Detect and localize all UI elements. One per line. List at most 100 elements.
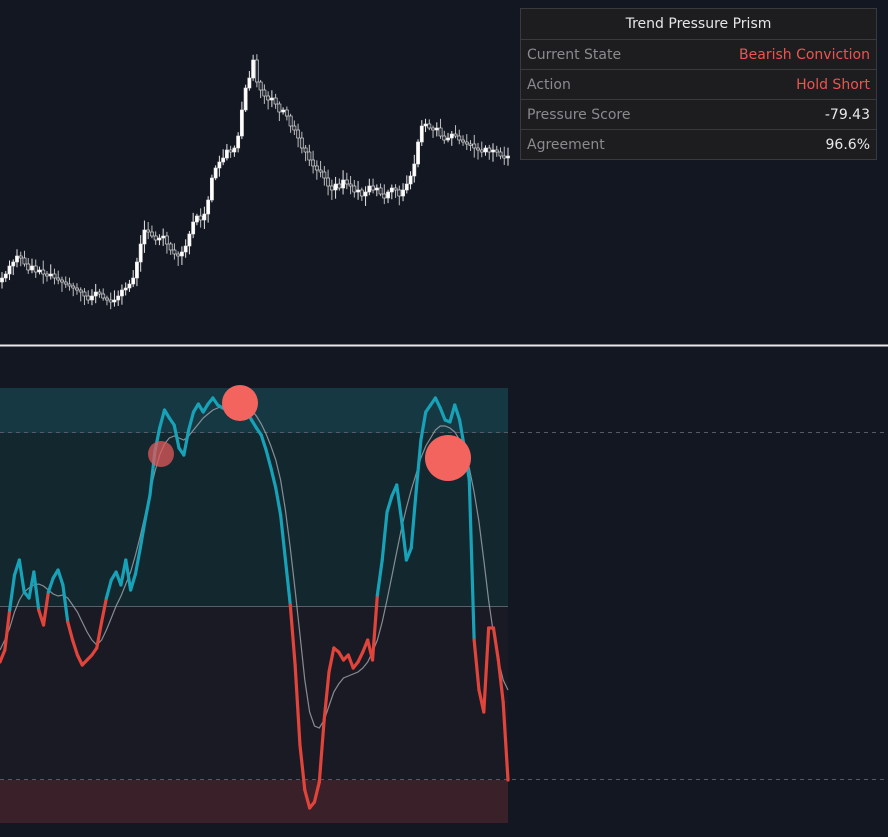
pressure-line-segment (61, 583, 70, 624)
candle-body (48, 273, 53, 277)
candle-body (41, 269, 46, 275)
pressure-line-segment (41, 590, 50, 627)
candle-body (120, 289, 124, 297)
candle-body (464, 141, 469, 145)
candle-body (326, 177, 330, 187)
pressure-line-segment (8, 573, 17, 612)
oscillator-pane[interactable] (0, 385, 888, 823)
candle-body (0, 277, 4, 283)
candle-body (146, 229, 151, 233)
table-row-state: Current State Bearish Conviction (521, 40, 876, 70)
candle-body (506, 155, 510, 159)
candle-body (150, 231, 154, 237)
pressure-line-segment (448, 403, 457, 424)
pressure-line-segment (380, 510, 389, 562)
candle-body (311, 159, 315, 167)
candle-body (191, 221, 196, 235)
candle-body (127, 283, 132, 289)
table-label: Action (527, 76, 571, 93)
pressure-line-segment (322, 670, 331, 722)
pressure-line-segment (70, 638, 80, 657)
pressure-line-segment (404, 546, 413, 562)
pressure-line-segment (75, 653, 84, 667)
candle-body (123, 287, 128, 291)
candle-body (371, 185, 375, 191)
candle-body (254, 59, 259, 83)
pressure-line-segment (288, 603, 297, 667)
candle-body (472, 143, 477, 149)
pressure-line-segment (274, 486, 283, 517)
candle-body (446, 137, 450, 141)
candle-body (273, 97, 278, 105)
candle-body (498, 151, 503, 157)
candle-body (266, 95, 271, 101)
candle-body (165, 235, 169, 245)
pressure-line-segment (370, 593, 379, 662)
pressure-line-segment (317, 718, 326, 784)
pressure-line-segment (269, 466, 278, 490)
signal-bubble-small[interactable] (148, 441, 174, 467)
trend-pressure-table: Trend Pressure Prism Current State Beari… (520, 8, 877, 160)
candle-body (378, 187, 383, 195)
candle-body (449, 133, 454, 139)
candle-body (176, 253, 181, 257)
signal-bubble-large[interactable] (425, 435, 471, 481)
candle-body (82, 291, 87, 297)
pressure-line-segment (453, 403, 462, 422)
candle-body (198, 215, 203, 221)
candle-body (3, 273, 8, 279)
candle-body (284, 109, 289, 117)
candle-body (483, 147, 488, 153)
pressure-line-segment (129, 572, 138, 592)
candle-body (438, 127, 443, 137)
candle-body (269, 97, 274, 101)
candle-body (168, 243, 173, 251)
candle-body (157, 237, 162, 241)
candle-body (33, 265, 38, 273)
signal-bubble-medium[interactable] (222, 385, 258, 421)
pressure-line-segment (419, 410, 428, 442)
candle-body (397, 189, 402, 197)
candle-body (412, 163, 417, 177)
candle-body (116, 295, 121, 301)
candle-body (153, 235, 158, 241)
candle-body (277, 103, 282, 113)
candle-body (494, 149, 499, 153)
pressure-line-segment (95, 620, 104, 650)
candle-body (487, 147, 492, 153)
bear-fill-zone (0, 606, 508, 780)
candle-body (401, 189, 405, 197)
candle-body (457, 135, 462, 141)
pressure-line-segment (399, 518, 408, 562)
pressure-line-segment (182, 428, 191, 457)
pressure-line-segment (501, 700, 510, 782)
candle-body (86, 295, 91, 301)
pressure-line-segment (124, 558, 133, 592)
candle-body (344, 179, 349, 185)
candle-body (386, 191, 390, 199)
candle-body (138, 243, 143, 263)
candle-body (78, 289, 83, 293)
candle-body (262, 89, 267, 97)
candle-body (131, 277, 136, 285)
pressure-line-segment (172, 423, 181, 450)
bull-fill-zone (0, 433, 508, 606)
candle-body (206, 199, 211, 215)
candle-body (416, 141, 420, 165)
candle-body (202, 213, 207, 221)
candle-body (7, 265, 12, 275)
candle-body (247, 77, 252, 89)
table-value: -79.43 (824, 106, 870, 123)
candle-body (187, 233, 192, 247)
pressure-line-segment (99, 596, 109, 624)
pressure-line-segment (472, 638, 481, 692)
table-value: Bearish Conviction (739, 46, 870, 63)
candle-body (453, 133, 458, 137)
pressure-line-segment (0, 648, 7, 664)
table-value: 96.6% (825, 136, 870, 153)
candle-body (292, 125, 297, 131)
candle-body (296, 129, 301, 139)
price-pane[interactable] (0, 54, 510, 310)
candle-body (299, 137, 304, 149)
